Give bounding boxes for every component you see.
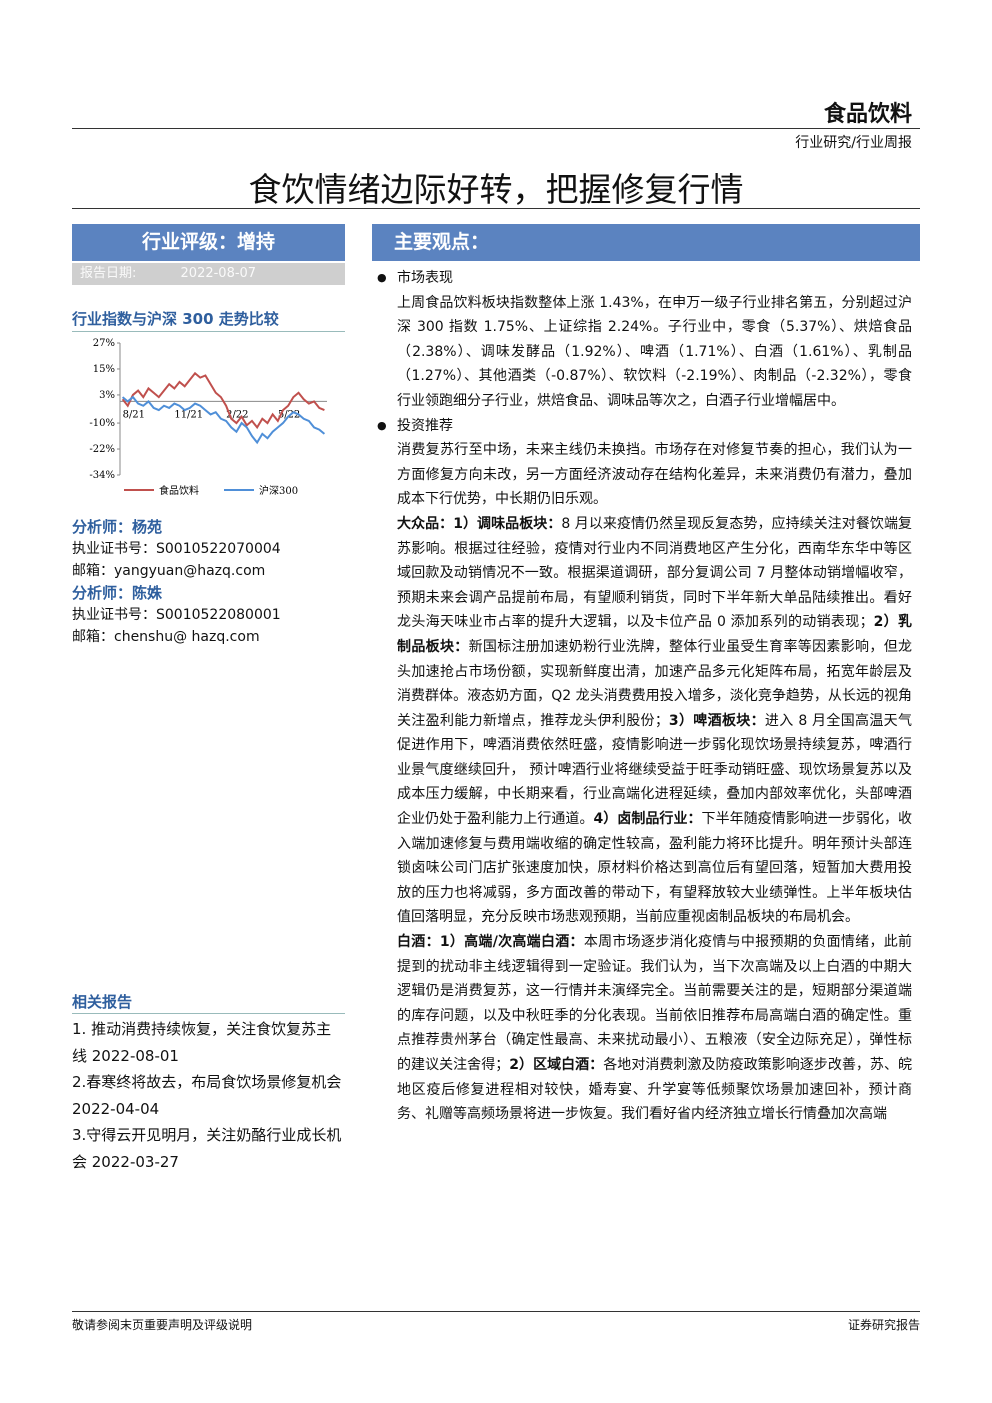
related-list: 1. 推动消费持续恢复，关注食饮复苏主线 2022-08-01 2.春寒终将故去，… (72, 1016, 345, 1175)
legend-label: 食品饮料 (159, 484, 199, 497)
y-tick-label: 3% (99, 390, 115, 401)
text-run: 8 月以来疫情仍然呈现反复态势，应持续关注对餐饮端复苏影响。根据过往经验，疫情对… (397, 515, 912, 631)
y-tick-label: -22% (89, 444, 115, 455)
paragraph: 大众品：1）调味品板块：8 月以来疫情仍然呈现反复态势，应持续关注对餐饮端复苏影… (372, 512, 912, 930)
legend-label: 沪深300 (259, 484, 298, 497)
x-tick-label: 11/21 (174, 409, 203, 420)
y-tick-label: 27% (93, 338, 115, 349)
y-tick-label: -34% (89, 470, 115, 481)
analyst-cert: 执业证书号：S0010522070004 (72, 541, 281, 557)
date-bar: 报告日期: 2022-08-07 (72, 263, 345, 285)
bullet-heading: 投资推荐 (372, 414, 912, 439)
text-run: 消费复苏行至中场，未来主线仍未换挡。市场存在对修复节奏的担心，我们认为一方面修复… (397, 442, 912, 508)
analyst-email: 邮箱：yangyuan@hazq.com (72, 563, 266, 579)
chart-title: 行业指数与沪深 300 走势比较 (72, 310, 279, 328)
rule (72, 128, 920, 129)
bold-run: 2）乳制品板块： (397, 614, 912, 655)
sector: 食品饮料 (823, 101, 912, 127)
text-run: 上周食品饮料板块指数整体上涨 1.43%，在申万一级子行业排名第五，分别超过沪深… (397, 294, 912, 409)
title: 食饮情绪边际好转，把握修复行情 (248, 170, 744, 209)
related-report: 2.春寒终将故去，布局食饮场景修复机会 2022-04-04 (72, 1073, 342, 1118)
x-tick-label: 2/22 (226, 409, 248, 420)
bold-run: 白酒：1）高端/次高端白酒： (397, 934, 584, 951)
text-run: 本周市场逐步消化疫情与中报预期的负面情绪，此前提到的扰动非主线逻辑得到一定验证。… (397, 934, 913, 1073)
y-tick-label: -10% (89, 418, 115, 429)
paragraph: 上周食品饮料板块指数整体上涨 1.43%，在申万一级子行业排名第五，分别超过沪深… (372, 291, 912, 414)
text-run: 下半年随疫情影响进一步弱化，收入端加速修复与费用端收缩的确定性较高，盈利能力将环… (397, 811, 913, 926)
rule (72, 1013, 345, 1014)
bold-run: 4）卤制品行业： (593, 811, 702, 828)
chart: 27%15%3%-10%-22%-34%8/21 11/21 2/22 5/22食品饮… (89, 338, 327, 497)
rating: 行业评级：增持 (72, 224, 345, 261)
text-run: 新国标注册加速奶粉行业洗牌，整体行业虽受生育率等因素影响，但龙头加速抢占市场份额… (397, 638, 913, 729)
bold-run: 2）区域白酒： (509, 1057, 604, 1073)
text-run: 进入 8 月全国高温天气促进作用下，啤酒消费依然旺盛，疫情影响进一步弱化现饮场景… (397, 712, 912, 828)
x-tick-label: 8/21 (123, 409, 145, 420)
analyst-email: 邮箱：chenshu@ hazq.com (72, 629, 260, 645)
analyst-name: 分析师：陈姝 (72, 584, 163, 602)
text-run: 各地对消费刺激及防疫政策影响逐步改善，苏、皖地区疫后修复进程相对较快，婚寿宴、升… (397, 1057, 912, 1123)
rule (72, 331, 345, 332)
rule (72, 1311, 920, 1312)
analyst-cert: 执业证书号：S0010522080001 (72, 607, 281, 623)
bullet-heading: 市场表现 (372, 266, 912, 291)
main-heading: 主要观点： (372, 224, 920, 261)
date: 2022-08-07 (180, 266, 257, 281)
related-report: 3.守得云开见明月，关注奶酪行业成长机会 2022-03-27 (72, 1126, 342, 1171)
rule (72, 208, 920, 209)
footer-left: 敬请参阅末页重要声明及评级说明 (72, 1318, 253, 1332)
bold-run: 3）啤酒板块： (668, 712, 765, 729)
y-tick-label: 15% (93, 364, 115, 375)
series-line (121, 371, 325, 430)
category: 行业研究/行业周报 (795, 135, 912, 151)
analysts: 分析师：杨苑执业证书号：S0010522070004 邮箱：yangyuan@ha… (72, 516, 345, 648)
bold-run: 大众品：1）调味品板块： (397, 515, 562, 532)
footer-right: 证券研究报告 (847, 1318, 920, 1332)
related-report: 1. 推动消费持续恢复，关注食饮复苏主线 2022-08-01 (72, 1020, 332, 1065)
analyst-name: 分析师：杨苑 (72, 518, 163, 536)
paragraph: 白酒：1）高端/次高端白酒：本周市场逐步消化疫情与中报预期的负面情绪，此前提到的… (372, 930, 912, 1127)
date-label: 报告日期: (80, 266, 137, 281)
related-title: 相关报告 (72, 993, 133, 1011)
paragraph: 消费复苏行至中场，未来主线仍未换挡。市场存在对修复节奏的担心，我们认为一方面修复… (372, 438, 912, 512)
series-line (121, 395, 326, 445)
